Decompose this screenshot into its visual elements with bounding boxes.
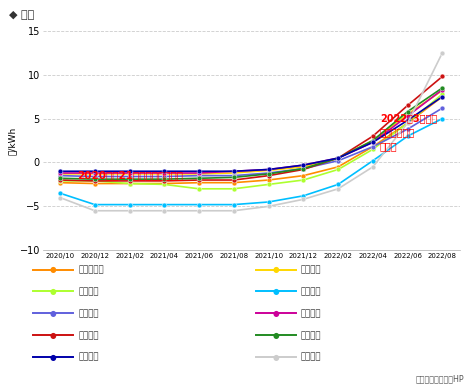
Text: 出典：各電力会社HP: 出典：各電力会社HP — [416, 374, 465, 383]
Y-axis label: 円/kWh: 円/kWh — [8, 126, 17, 155]
Text: ●: ● — [50, 287, 56, 296]
Text: 2020年・21年前半はマイナス: 2020年・21年前半はマイナス — [77, 170, 183, 180]
Text: ●: ● — [273, 265, 279, 274]
Text: ●: ● — [273, 287, 279, 296]
Text: ●: ● — [273, 331, 279, 340]
Text: ●: ● — [50, 309, 56, 318]
Text: 沖縄電力: 沖縄電力 — [301, 353, 321, 362]
Text: 東京電力: 東京電力 — [78, 287, 99, 296]
Text: ●: ● — [273, 353, 279, 362]
Text: 中国電力: 中国電力 — [78, 331, 99, 340]
Text: ●: ● — [50, 265, 56, 274]
Text: 北海道電力: 北海道電力 — [78, 265, 104, 274]
Text: ●: ● — [50, 331, 56, 340]
Text: 関西電力: 関西電力 — [301, 309, 321, 318]
Text: 北陸電力: 北陸電力 — [78, 309, 99, 318]
Text: 九州電力: 九州電力 — [78, 353, 99, 362]
Text: ◆ 低圧: ◆ 低圧 — [9, 10, 35, 20]
Text: 四国電力: 四国電力 — [301, 331, 321, 340]
Text: 中部電力: 中部電力 — [301, 287, 321, 296]
Text: ●: ● — [50, 353, 56, 362]
Text: 2022年3月以降
全電力会社が
プラス: 2022年3月以降 全電力会社が プラス — [380, 113, 437, 151]
Text: 東北電力: 東北電力 — [301, 265, 321, 274]
Text: ●: ● — [273, 309, 279, 318]
